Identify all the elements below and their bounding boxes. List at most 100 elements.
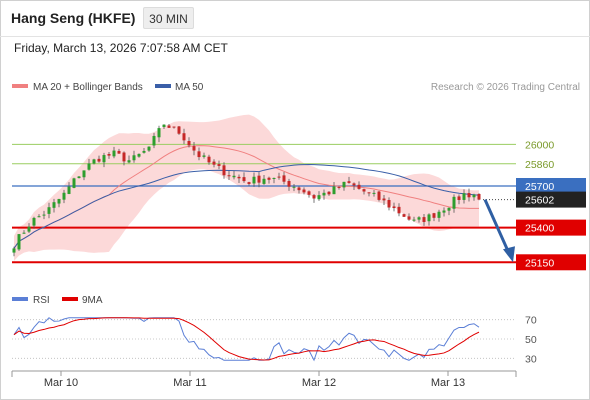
- candle-body: [227, 175, 231, 177]
- candle-body: [272, 177, 276, 179]
- support-label-25150: 25150: [525, 257, 554, 269]
- candle-body: [372, 192, 376, 194]
- candle-body: [262, 178, 266, 184]
- candle-body: [172, 126, 176, 128]
- rsi-legend-label: RSI: [33, 295, 50, 306]
- x-tick-label: Mar 10: [44, 377, 78, 389]
- candle-body: [12, 248, 16, 253]
- timeframe-button[interactable]: 30 MIN: [143, 7, 194, 29]
- candle-body: [72, 178, 76, 188]
- support-label-box-25400: [516, 219, 586, 236]
- candle-body: [252, 176, 256, 184]
- candle-body: [197, 151, 201, 158]
- candle-body: [432, 213, 436, 218]
- candle-body: [187, 140, 191, 146]
- candle-body: [327, 191, 331, 195]
- candle-body: [222, 165, 226, 176]
- candle-body: [152, 135, 156, 146]
- forecast-arrow-shaft: [483, 198, 511, 254]
- candle-body: [22, 232, 26, 234]
- candle-body: [157, 128, 161, 138]
- candle-body: [62, 192, 66, 200]
- candle-body: [212, 161, 216, 165]
- ma20-legend-label: MA 20 + Bollinger Bands: [33, 82, 143, 93]
- candle-body: [417, 217, 421, 220]
- candle-body: [322, 192, 326, 196]
- level-lines: [12, 143, 516, 264]
- candle-body: [407, 216, 411, 220]
- candle-body: [457, 196, 461, 200]
- candle-body: [287, 180, 291, 187]
- candle-body: [437, 211, 441, 218]
- candle-body: [67, 186, 71, 194]
- candle-body: [367, 192, 371, 194]
- candle-body: [462, 193, 466, 200]
- candle-body: [452, 196, 456, 209]
- candle-body: [27, 226, 31, 232]
- candle-body: [37, 216, 41, 218]
- candle-body: [337, 186, 341, 188]
- candle-body: [47, 207, 51, 214]
- pivot-label: 25700: [525, 181, 554, 193]
- candle-body: [292, 186, 296, 188]
- candle-body: [412, 219, 416, 221]
- candle-body: [277, 176, 281, 178]
- candle-body: [352, 183, 356, 186]
- support-label-25400: 25400: [525, 223, 554, 235]
- candle-body: [422, 217, 426, 222]
- candle-body: [97, 158, 101, 162]
- x-tick-label: Mar 12: [302, 377, 336, 389]
- last-price-label: 25602: [525, 195, 554, 207]
- candle-body: [192, 146, 196, 151]
- rsi-ma-legend-swatch: [62, 297, 78, 301]
- candle-body: [217, 164, 221, 166]
- rsi-legend-swatch: [12, 297, 28, 301]
- candle-body: [302, 189, 306, 193]
- candle-body: [82, 170, 86, 178]
- candle-body: [167, 125, 171, 128]
- candle-body: [77, 176, 81, 179]
- candle-body: [87, 163, 91, 170]
- ma50-legend-swatch: [155, 84, 171, 88]
- candle-body: [397, 206, 401, 214]
- candle-body: [477, 193, 481, 200]
- moving-averages: [13, 145, 480, 249]
- support-label-box-25150: [516, 254, 586, 271]
- candle-body: [57, 198, 61, 204]
- candle-body: [317, 195, 321, 200]
- candle-body: [402, 214, 406, 217]
- candle-body: [112, 150, 116, 157]
- candle-body: [92, 159, 96, 164]
- candle-body: [447, 207, 451, 211]
- candle-body: [182, 133, 186, 141]
- candle-body: [122, 152, 126, 162]
- candle-body: [42, 214, 46, 216]
- candle-body: [332, 186, 336, 195]
- chart-header: Hang Seng (HKFE) 30 MIN: [0, 0, 590, 37]
- candle-body: [347, 181, 351, 183]
- candle-body: [147, 146, 151, 151]
- candle-body: [267, 177, 271, 180]
- candle-body: [32, 217, 36, 226]
- ma50-legend-label: MA 50: [175, 82, 204, 93]
- candle-body: [237, 176, 241, 179]
- candles: [12, 123, 481, 257]
- candle-body: [52, 202, 56, 208]
- candle-body: [467, 193, 471, 198]
- candle-body: [162, 124, 166, 127]
- candle-body: [387, 199, 391, 208]
- candle-body: [357, 184, 361, 189]
- rsi-line: [13, 317, 480, 362]
- candle-body: [242, 177, 246, 182]
- copyright-label: Research © 2026 Trading Central: [431, 82, 580, 93]
- candle-body: [232, 175, 236, 178]
- candle-body: [132, 155, 136, 161]
- pivot-label-box: [516, 178, 586, 194]
- bollinger-band-area: [14, 114, 479, 261]
- ma20-legend-swatch: [12, 84, 28, 88]
- candle-body: [177, 126, 181, 134]
- candle-body: [102, 155, 106, 163]
- rsi-panel: 70 50 30: [12, 315, 537, 365]
- last-price-box: [516, 191, 586, 208]
